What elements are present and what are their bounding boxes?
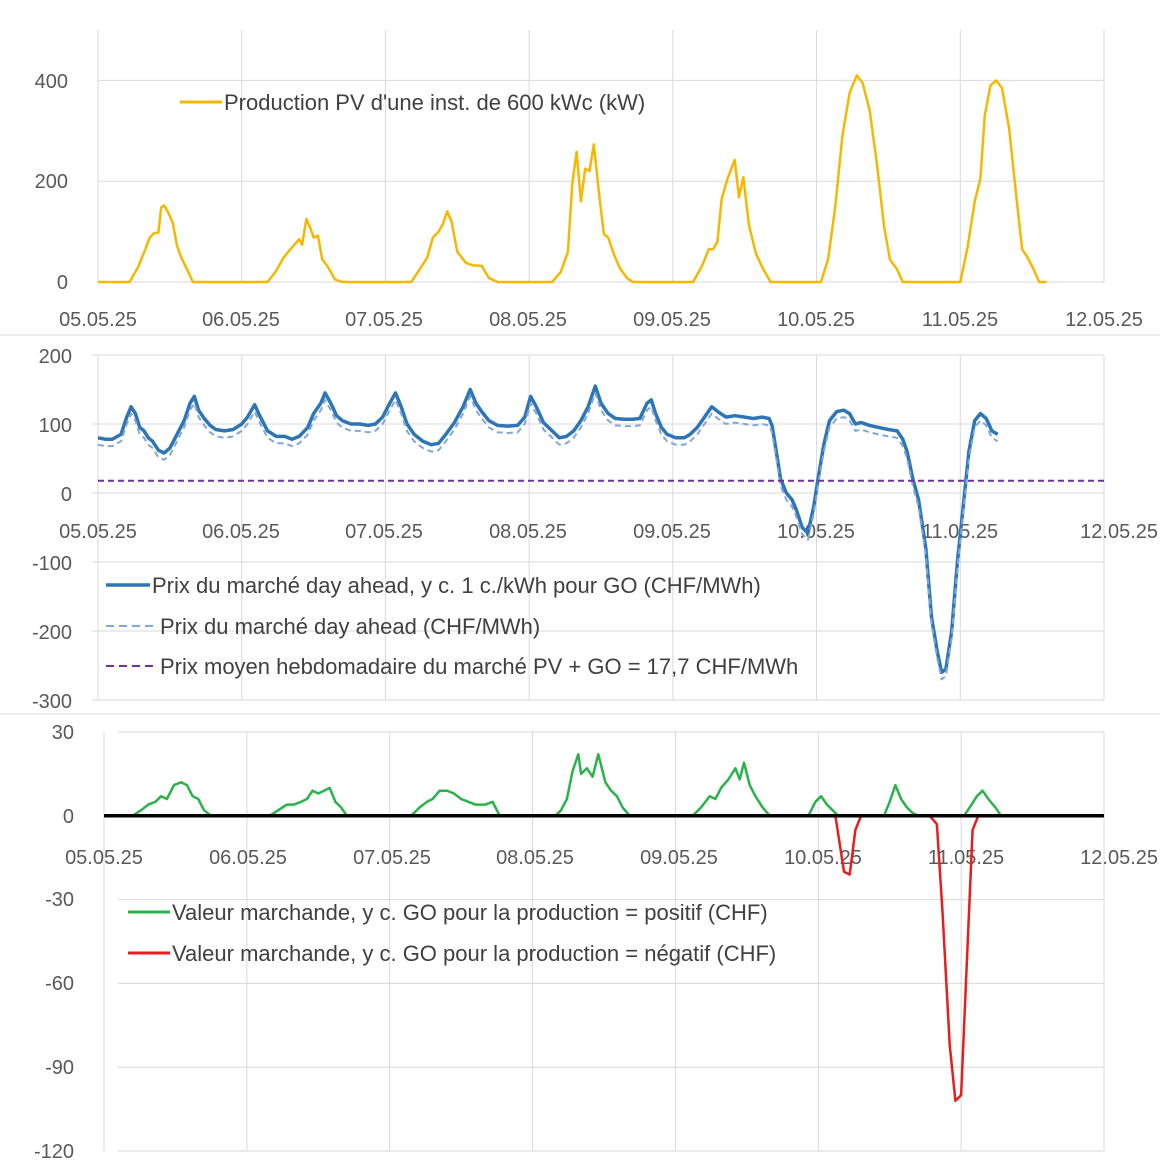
price-x-tick-label: 10.05.25 xyxy=(777,521,855,543)
price-y-tick-label: -200 xyxy=(32,622,72,644)
pv-y-tick-label: 400 xyxy=(35,71,68,93)
pv-x-tick-label: 11.05.25 xyxy=(922,309,998,331)
price-series-lines xyxy=(97,384,1104,681)
pv-legend-label: Production PV d'une inst. de 600 kWc (kW… xyxy=(224,90,645,115)
value-x-tick-label: 05.05.25 xyxy=(65,847,143,869)
value-x-tick-label: 12.05.25 xyxy=(1080,847,1158,869)
value-y-tick-label: -30 xyxy=(45,889,74,911)
series-line xyxy=(98,74,1047,284)
pv-y-axis-ticks: 0 200 400 xyxy=(35,71,68,294)
value-legend-label: Valeur marchande, y c. GO pour la produc… xyxy=(172,900,768,925)
value-x-tick-label: 11.05.25 xyxy=(928,847,1004,869)
pv-y-tick-label: 200 xyxy=(35,171,68,193)
price-y-tick-label: -100 xyxy=(32,553,72,575)
pv-x-tick-label: 05.05.25 xyxy=(59,309,137,331)
price-legend-label: Prix moyen hebdomadaire du marché PV + G… xyxy=(160,654,798,679)
pv-x-tick-label: 08.05.25 xyxy=(489,309,567,331)
value-y-axis-ticks: 30 0 -30 -60 -90 -120 xyxy=(34,722,74,1163)
value-y-tick-label: -60 xyxy=(45,973,74,995)
price-y-tick-label: 200 xyxy=(39,346,72,368)
value-y-tick-label: 30 xyxy=(52,722,74,744)
value-y-tick-label: -120 xyxy=(34,1141,74,1163)
pv-x-axis-ticks: 05.05.25 06.05.25 07.05.25 08.05.25 09.0… xyxy=(59,309,1143,331)
price-y-tick-label: 100 xyxy=(39,415,72,437)
market-value-chart: 30 0 -30 -60 -90 -120 05.05.25 06.05.25 … xyxy=(0,713,1160,1163)
pv-x-tick-label: 10.05.25 xyxy=(777,309,855,331)
price-legend-label: Prix du marché day ahead (CHF/MWh) xyxy=(160,614,540,639)
pv-x-tick-label: 12.05.25 xyxy=(1065,309,1143,331)
price-x-tick-label: 12.05.25 xyxy=(1080,521,1158,543)
value-x-tick-label: 07.05.25 xyxy=(353,847,431,869)
price-y-tick-label: -300 xyxy=(32,691,72,713)
price-x-axis-ticks: 05.05.25 06.05.25 07.05.25 08.05.25 09.0… xyxy=(59,521,1158,543)
series-line xyxy=(97,384,999,675)
value-y-tick-label: 0 xyxy=(63,806,74,828)
pv-x-tick-label: 07.05.25 xyxy=(345,309,423,331)
price-x-tick-label: 08.05.25 xyxy=(489,521,567,543)
value-x-tick-label: 06.05.25 xyxy=(209,847,287,869)
value-y-tick-label: -90 xyxy=(45,1057,74,1079)
value-legend: Valeur marchande, y c. GO pour la produc… xyxy=(128,900,776,966)
value-x-tick-label: 08.05.25 xyxy=(496,847,574,869)
value-x-tick-label: 09.05.25 xyxy=(640,847,718,869)
price-x-tick-label: 06.05.25 xyxy=(202,521,280,543)
pv-y-tick-label: 0 xyxy=(57,272,68,294)
price-legend-label: Prix du marché day ahead, y c. 1 c./kWh … xyxy=(152,573,761,598)
series-line xyxy=(834,814,980,1102)
pv-x-tick-label: 06.05.25 xyxy=(202,309,280,331)
price-x-tick-label: 05.05.25 xyxy=(59,521,137,543)
pv-x-tick-label: 09.05.25 xyxy=(633,309,711,331)
pv-legend: Production PV d'une inst. de 600 kWc (kW… xyxy=(180,90,645,115)
price-x-tick-label: 07.05.25 xyxy=(345,521,423,543)
value-series-lines xyxy=(104,753,1104,1102)
value-legend-label: Valeur marchande, y c. GO pour la produc… xyxy=(172,941,776,966)
price-y-tick-label: 0 xyxy=(61,484,72,506)
pv-series-lines xyxy=(98,74,1047,284)
price-legend: Prix du marché day ahead, y c. 1 c./kWh … xyxy=(106,573,798,679)
market-price-chart: 200 100 0 -100 -200 -300 05.05.25 06.05.… xyxy=(0,334,1160,713)
price-x-tick-label: 09.05.25 xyxy=(633,521,711,543)
price-y-axis-ticks: 200 100 0 -100 -200 -300 xyxy=(32,346,72,713)
pv-production-chart: 0 200 400 05.05.25 06.05.25 07.05.25 08.… xyxy=(35,30,1143,331)
price-grid xyxy=(92,354,1105,701)
series-line xyxy=(97,391,999,681)
